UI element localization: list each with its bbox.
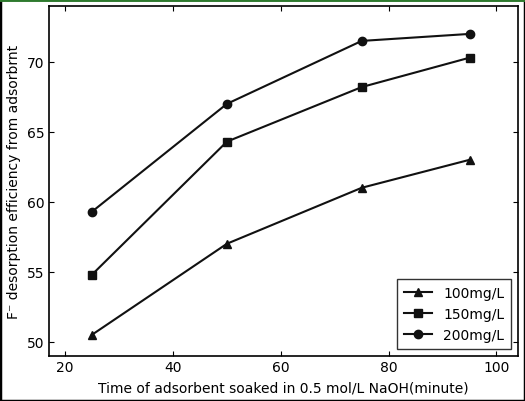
150mg/L bbox=[466, 56, 472, 61]
100mg/L bbox=[224, 242, 230, 247]
X-axis label: Time of adsorbent soaked in 0.5 mol/L NaOH(minute): Time of adsorbent soaked in 0.5 mol/L Na… bbox=[98, 380, 469, 394]
Line: 100mg/L: 100mg/L bbox=[88, 156, 474, 339]
150mg/L bbox=[359, 85, 365, 90]
200mg/L bbox=[89, 210, 95, 215]
Line: 150mg/L: 150mg/L bbox=[88, 55, 474, 279]
200mg/L bbox=[359, 39, 365, 44]
150mg/L bbox=[224, 140, 230, 145]
Legend: 100mg/L, 150mg/L, 200mg/L: 100mg/L, 150mg/L, 200mg/L bbox=[397, 279, 511, 349]
200mg/L bbox=[466, 32, 472, 37]
150mg/L bbox=[89, 272, 95, 277]
100mg/L bbox=[466, 158, 472, 163]
200mg/L bbox=[224, 102, 230, 107]
100mg/L bbox=[89, 332, 95, 337]
100mg/L bbox=[359, 186, 365, 191]
Y-axis label: F⁻ desorption efficiency from adsorbrnt: F⁻ desorption efficiency from adsorbrnt bbox=[7, 45, 21, 318]
Line: 200mg/L: 200mg/L bbox=[88, 31, 474, 216]
